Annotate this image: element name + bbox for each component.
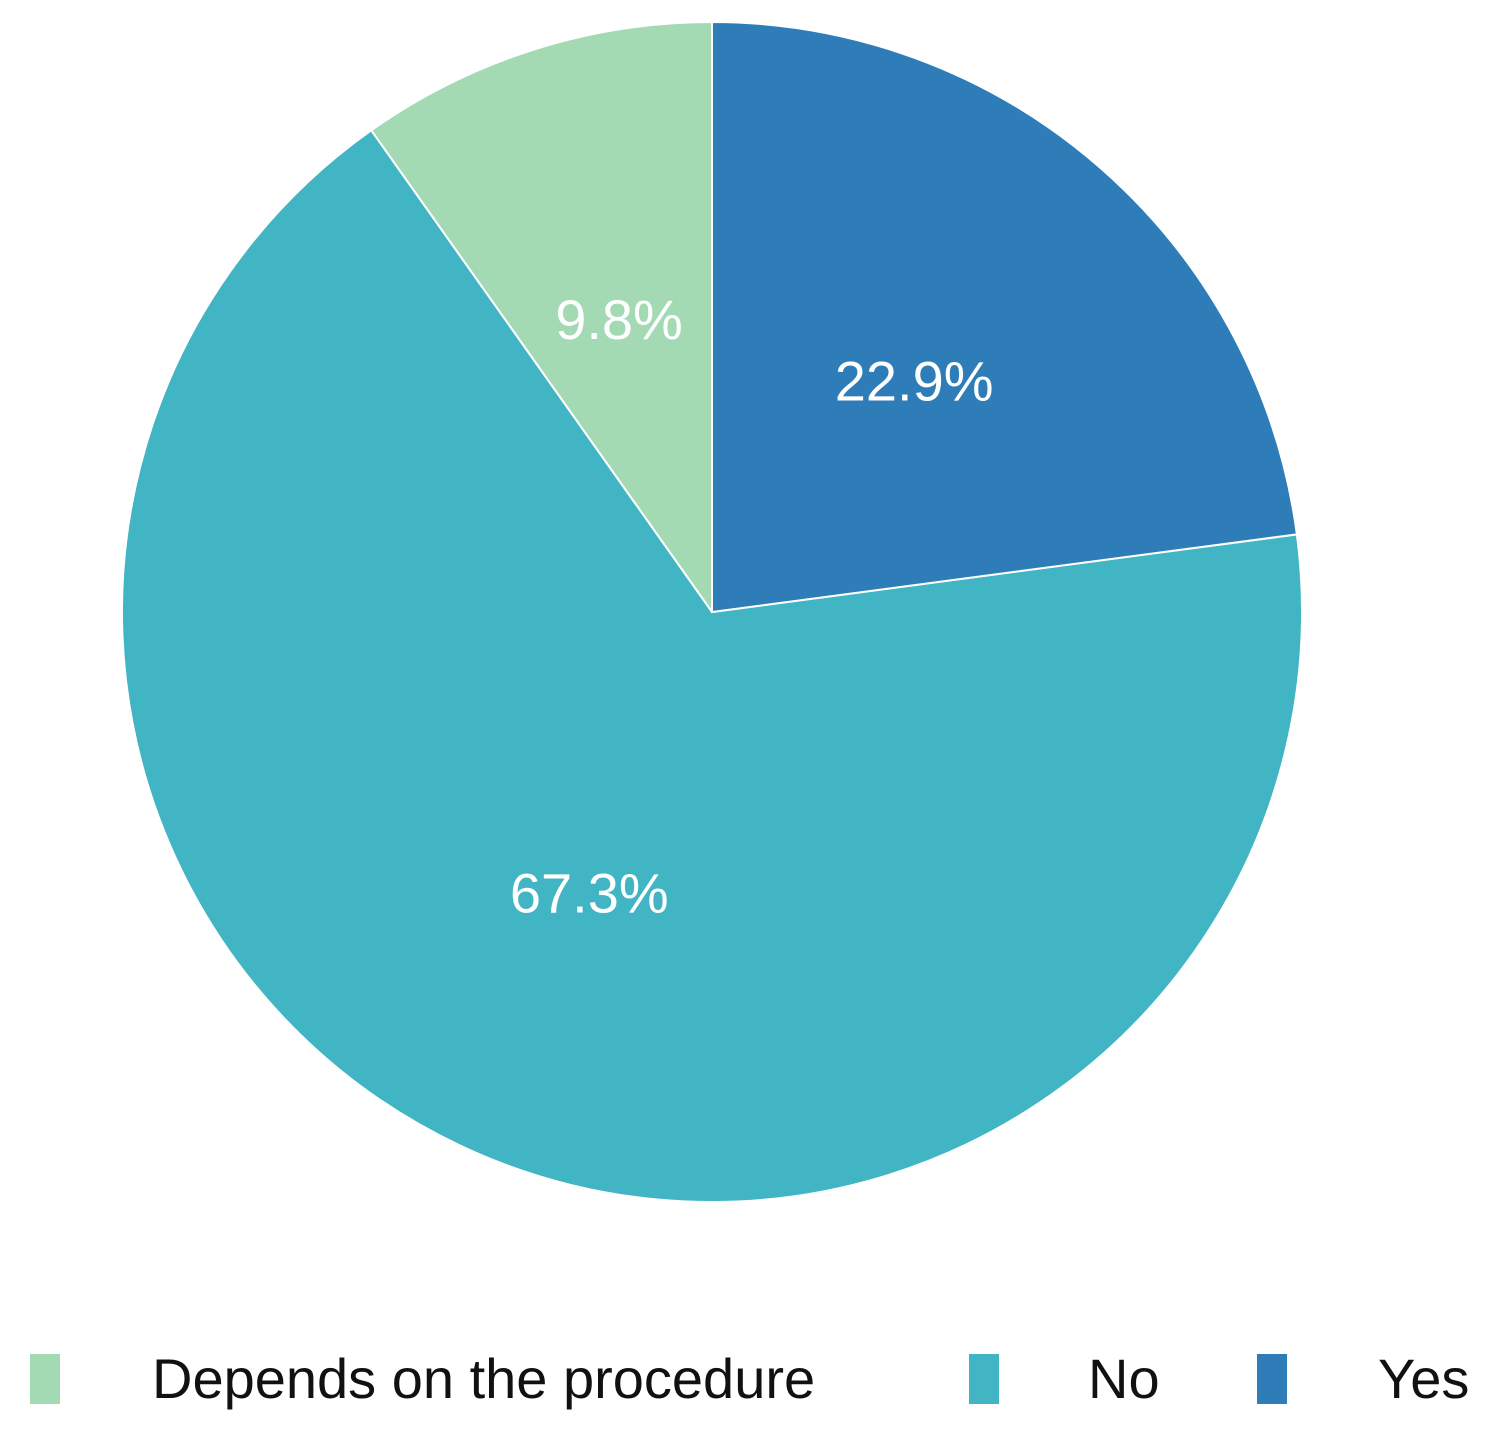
- legend-swatch-no: [969, 1354, 999, 1404]
- pie-slices: [120, 20, 1303, 1203]
- pie-slice-no: [120, 128, 1303, 1203]
- pie-slice-labels: 9.8% 67.3% 22.9%: [510, 288, 994, 925]
- legend-label-yes: Yes: [1378, 1347, 1470, 1410]
- pie-slice-label-yes: 22.9%: [835, 350, 994, 413]
- legend-swatch-yes: [1257, 1354, 1287, 1404]
- legend: Depends on the procedure No Yes: [0, 1345, 1500, 1415]
- legend-swatch-depends: [30, 1354, 60, 1404]
- legend-label-depends: Depends on the procedure: [152, 1347, 816, 1410]
- pie-slice-depends: [369, 20, 713, 616]
- pie-slice-label-no: 67.3%: [510, 862, 669, 925]
- legend-label-no: No: [1088, 1347, 1160, 1410]
- pie-slice-yes: [711, 20, 1298, 614]
- pie-slice-label-depends: 9.8%: [555, 288, 683, 351]
